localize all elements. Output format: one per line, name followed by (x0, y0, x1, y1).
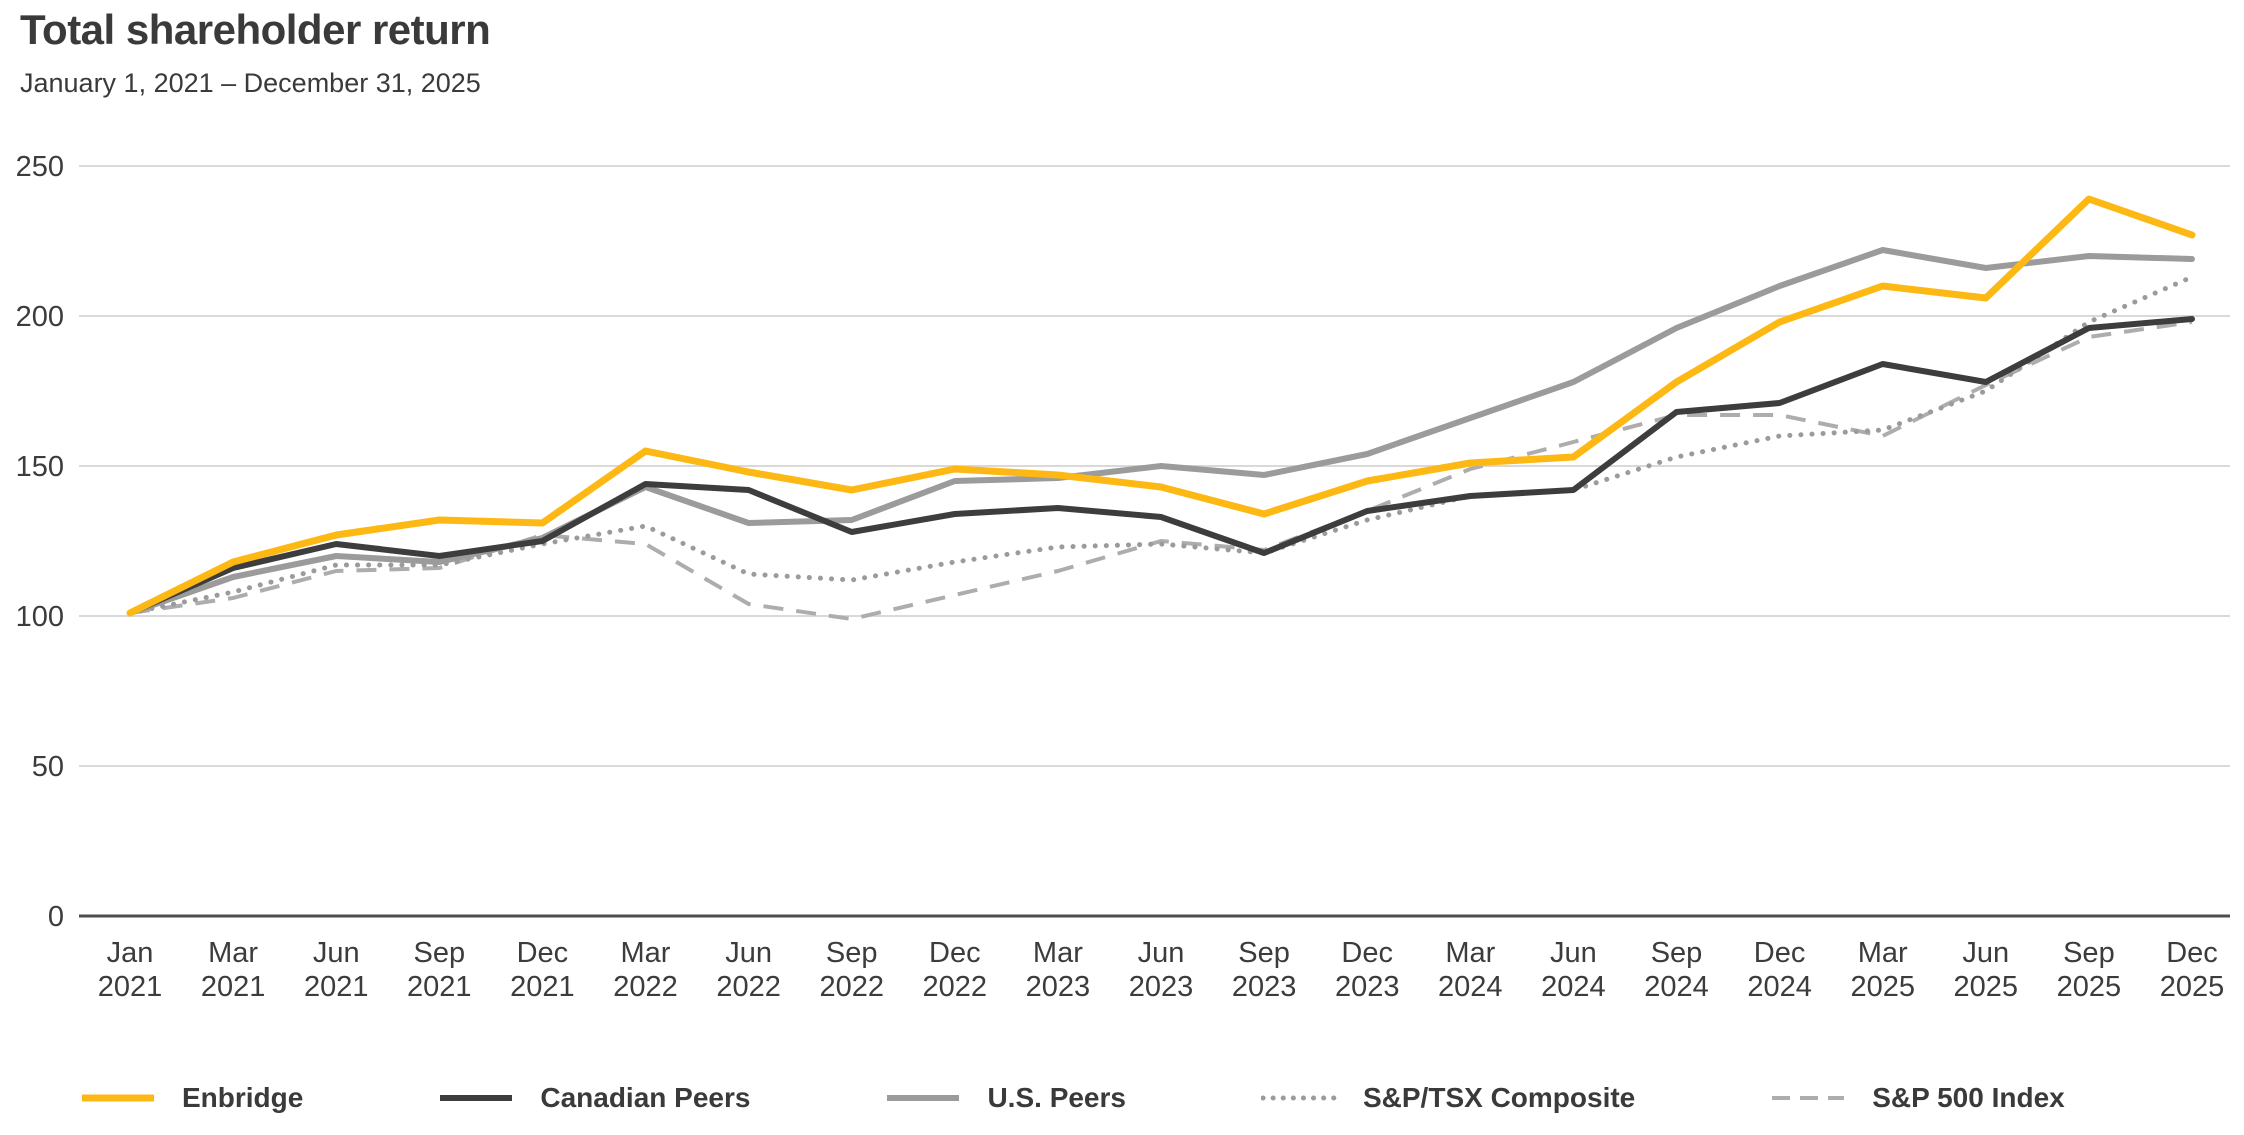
y-tick-label: 250 (16, 151, 64, 183)
x-tick-label: Mar 2022 (613, 937, 678, 1003)
dotted-line-swatch-icon (1260, 1095, 1337, 1101)
solid-line-swatch-icon (82, 1094, 154, 1102)
legend-label: Canadian Peers (540, 1082, 751, 1113)
x-tick-label: Dec 2021 (510, 937, 575, 1003)
x-tick-label: Jun 2024 (1541, 937, 1606, 1003)
x-tick-label: Dec 2022 (923, 937, 988, 1003)
legend-item-s-p-500-index: S&P 500 Index (1770, 1082, 2065, 1114)
y-tick-label: 0 (48, 901, 64, 933)
x-tick-label: Sep 2023 (1232, 937, 1297, 1003)
legend-label: Enbridge (182, 1082, 304, 1113)
x-tick-label: Jan 2021 (98, 937, 163, 1003)
chart-title: Total shareholder return (20, 6, 491, 53)
solid-line-swatch-icon (887, 1095, 960, 1101)
plot-area: 0 50 100 150 200 250 Jan 2021 Mar 2021 Jun 2021 Sep 2… (16, 151, 2230, 1003)
x-tick-label: Dec 2023 (1335, 937, 1400, 1003)
x-tick-label: Sep 2024 (1644, 937, 1709, 1003)
x-tick-label: Dec 2024 (1747, 937, 1812, 1003)
legend-label: S&P 500 Index (1872, 1082, 2065, 1113)
chart-legend: Enbridge Canadian Peers U.S. Peers S&P/TSX … (80, 1082, 2065, 1114)
y-tick-label: 50 (32, 751, 64, 783)
x-tick-label: Mar 2023 (1026, 937, 1091, 1003)
legend-item-enbridge: Enbridge (80, 1082, 303, 1114)
legend-label: U.S. Peers (987, 1082, 1126, 1113)
solid-line-swatch-icon (440, 1095, 513, 1101)
x-tick-label: Sep 2021 (407, 937, 472, 1003)
x-tick-label: Sep 2022 (819, 937, 884, 1003)
dashed-line-swatch-icon (1772, 1096, 1845, 1100)
x-tick-label: Mar 2021 (201, 937, 266, 1003)
series-enbridge (126, 195, 2196, 617)
legend-item-u-s-peers: U.S. Peers (885, 1082, 1126, 1114)
x-tick-label: Jun 2022 (716, 937, 781, 1003)
x-tick-label: Jun 2025 (1954, 937, 2019, 1003)
x-tick-label: Mar 2025 (1850, 937, 1915, 1003)
series-canadian-peers (127, 316, 2195, 616)
x-tick-label: Jun 2021 (304, 937, 369, 1003)
x-tick-label: Mar 2024 (1438, 937, 1503, 1003)
legend-item-s-p-tsx-composite: S&P/TSX Composite (1260, 1082, 1636, 1114)
legend-item-canadian-peers: Canadian Peers (438, 1082, 750, 1114)
chart-subtitle: January 1, 2021 – December 31, 2025 (20, 68, 481, 98)
y-tick-label: 200 (16, 301, 64, 333)
x-tick-label: Jun 2023 (1129, 937, 1194, 1003)
legend-label: S&P/TSX Composite (1362, 1082, 1636, 1113)
series-s-p-tsx-composite (127, 274, 2195, 616)
x-tick-label: Dec 2025 (2160, 937, 2225, 1003)
y-tick-label: 150 (16, 451, 64, 483)
x-tick-label: Sep 2025 (2057, 937, 2122, 1003)
y-tick-label: 100 (16, 601, 64, 633)
